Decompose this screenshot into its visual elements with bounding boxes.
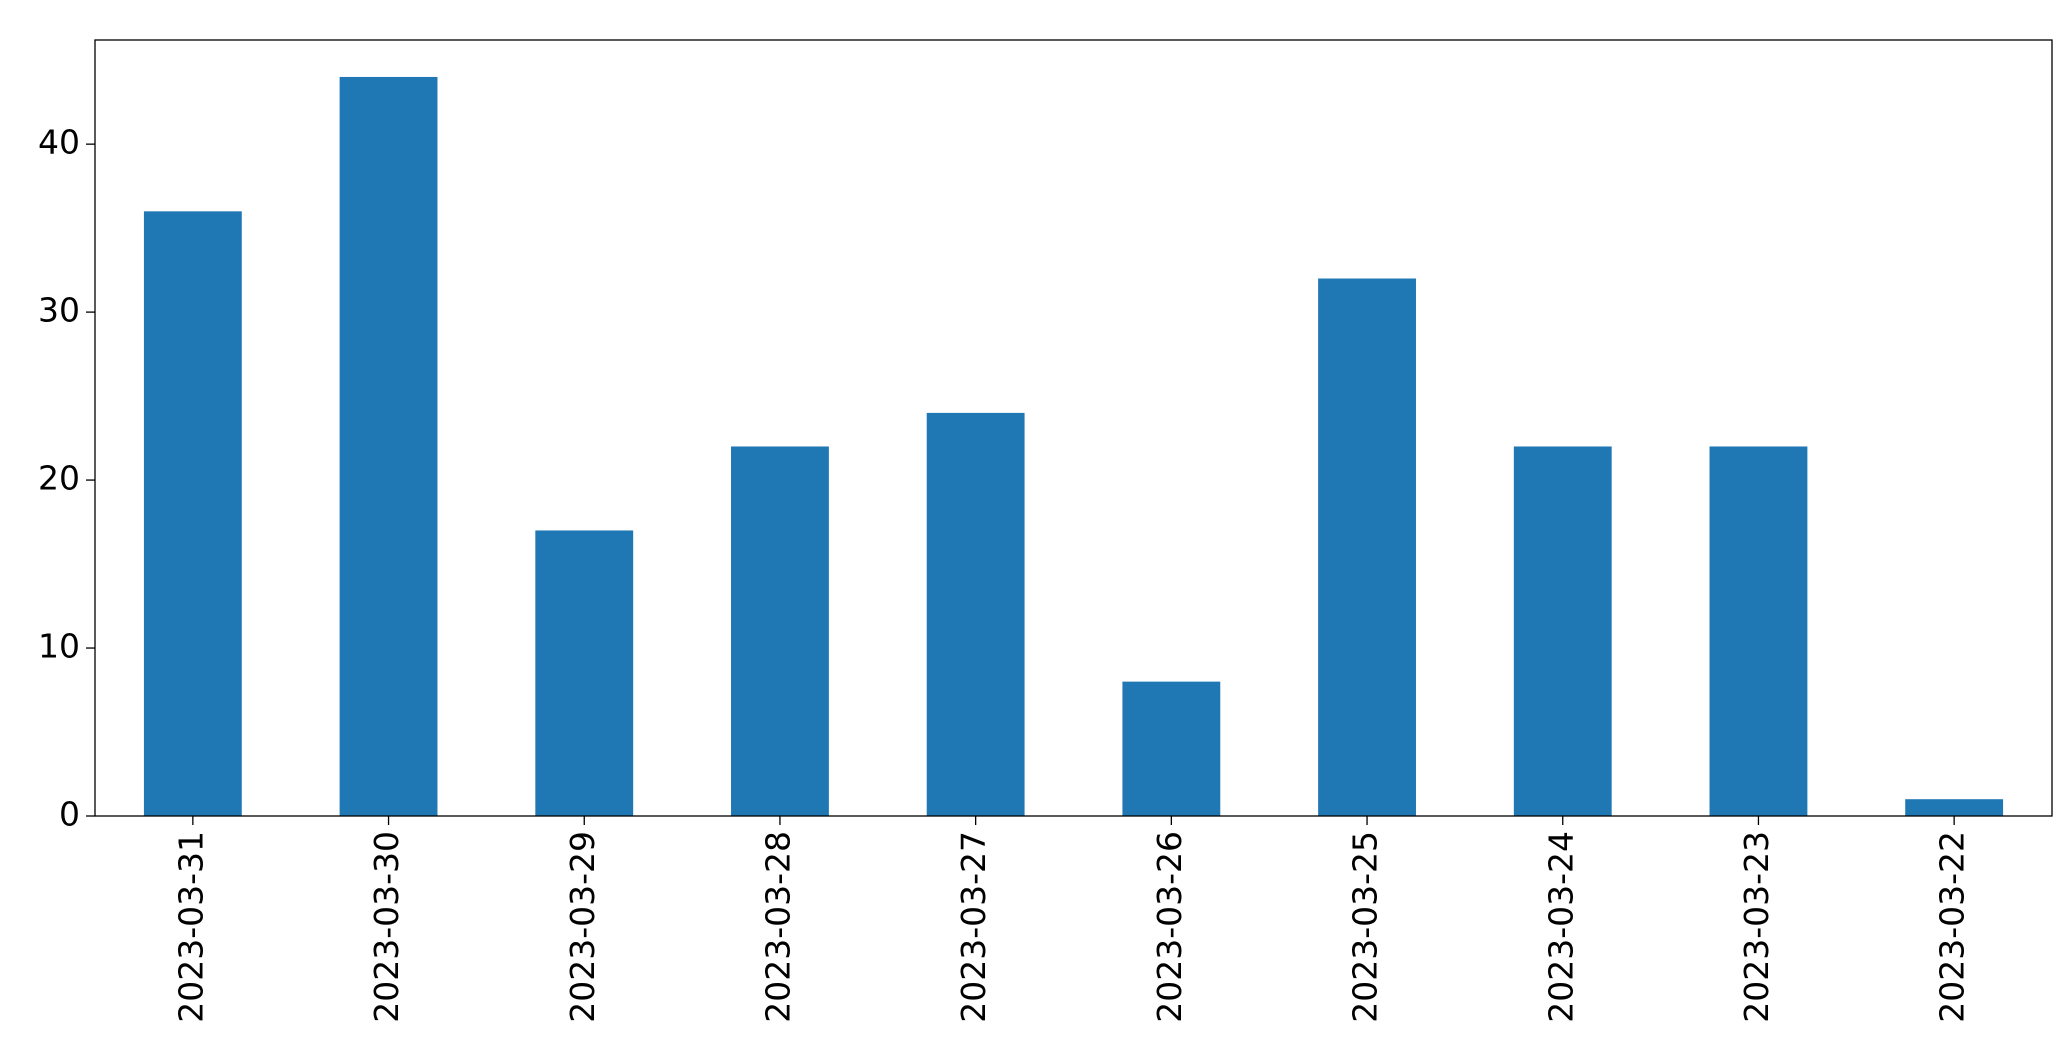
x-tick-label: 2023-03-29 bbox=[563, 831, 602, 1023]
bar bbox=[1709, 446, 1808, 816]
y-tick-label: 30 bbox=[38, 291, 80, 330]
y-tick-label: 10 bbox=[38, 627, 80, 666]
x-tick-label: 2023-03-31 bbox=[171, 831, 210, 1023]
y-tick-label: 40 bbox=[38, 123, 80, 162]
x-tick-label: 2023-03-28 bbox=[758, 831, 797, 1023]
bar bbox=[339, 76, 438, 816]
x-tick-label: 2023-03-22 bbox=[1933, 831, 1972, 1023]
plot-frame bbox=[94, 39, 2053, 817]
x-tick-label: 2023-03-24 bbox=[1541, 831, 1580, 1023]
x-tick-label: 2023-03-26 bbox=[1150, 831, 1189, 1023]
x-tick-label: 2023-03-23 bbox=[1737, 831, 1776, 1023]
bar bbox=[1513, 446, 1612, 816]
y-tick-label: 20 bbox=[38, 459, 80, 498]
bar bbox=[926, 412, 1025, 816]
bar bbox=[1905, 799, 2004, 816]
bar bbox=[1318, 278, 1416, 816]
x-tick-label: 2023-03-30 bbox=[367, 831, 406, 1023]
x-tick-label: 2023-03-25 bbox=[1346, 831, 1385, 1023]
bar bbox=[535, 530, 634, 816]
bar bbox=[731, 446, 829, 816]
bar bbox=[143, 211, 242, 816]
x-tick-label: 2023-03-27 bbox=[954, 831, 993, 1023]
bar bbox=[1122, 681, 1221, 816]
y-tick-label: 0 bbox=[59, 795, 80, 834]
